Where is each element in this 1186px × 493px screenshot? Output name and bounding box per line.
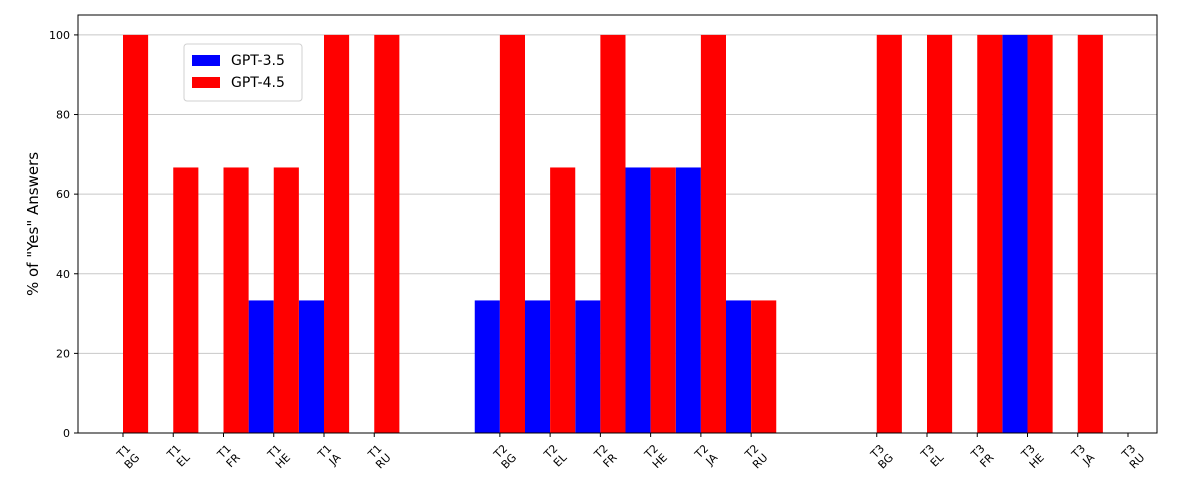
x-tick-label: T3FR: [968, 442, 997, 471]
y-tick-label: 100: [49, 29, 70, 42]
gpt45-bar: [977, 34, 1003, 434]
gpt45-bar: [324, 34, 350, 434]
x-axis: T1BG T1EL T1FR T1HE T1JA T1RU T2BG T2EL T2FR T2HE…: [113, 433, 1147, 472]
y-tick-label: 60: [56, 188, 70, 201]
gpt45-bar: [1027, 34, 1053, 434]
gpt35-bar: [298, 300, 324, 433]
y-tick-label: 0: [63, 427, 70, 440]
x-tick-label: T1BG: [113, 442, 142, 471]
x-tick-label: T1JA: [315, 442, 344, 471]
gpt45-bar: [374, 34, 400, 434]
gpt35-bar: [474, 300, 500, 433]
gpt45-bar: [927, 34, 953, 434]
gpt45-bar: [223, 167, 249, 434]
x-tick-label: T3JA: [1068, 442, 1097, 471]
gpt45-bar: [273, 167, 299, 434]
gpt45-bar: [123, 34, 149, 434]
legend-swatch: [192, 77, 220, 88]
gpt35-bar: [575, 300, 601, 433]
y-tick-label: 20: [56, 347, 70, 360]
y-tick-label: 80: [56, 109, 70, 122]
y-tick-label: 40: [56, 268, 70, 281]
x-tick-label: T3BG: [867, 442, 896, 471]
x-tick-label: T2RU: [741, 442, 770, 471]
gpt35-bar: [1002, 34, 1028, 434]
gpt45-bar: [499, 34, 525, 434]
x-tick-label: T2BG: [490, 442, 519, 471]
x-tick-label: T3EL: [918, 442, 947, 471]
x-tick-label: T2FR: [591, 442, 620, 471]
legend: GPT-3.5 GPT-4.5: [183, 43, 303, 102]
gpt45-bar: [700, 34, 726, 434]
gpt45-bar: [751, 300, 777, 433]
x-tick-label: T1FR: [214, 442, 243, 471]
gpt35-bar: [625, 167, 651, 434]
x-tick-label: T2EL: [541, 442, 570, 471]
legend-swatch: [192, 55, 220, 66]
x-tick-label: T2JA: [692, 442, 721, 471]
gpt35-bar: [525, 300, 551, 433]
x-tick-label: T2HE: [641, 442, 670, 471]
legend-label: GPT-4.5: [231, 75, 285, 91]
gpt45-bar: [550, 167, 576, 434]
x-tick-label: T3HE: [1018, 442, 1047, 471]
gpt45-bar: [1077, 34, 1103, 434]
gpt45-bar: [173, 167, 199, 434]
y-axis: 0 20 40 60 80 100: [49, 29, 78, 440]
x-tick-label: T1HE: [264, 442, 293, 471]
bars: [123, 34, 1103, 434]
gpt35-bar: [675, 167, 701, 434]
gpt45-bar: [600, 34, 626, 434]
legend-label: GPT-3.5: [231, 53, 285, 69]
gpt45-bar: [650, 167, 676, 434]
x-tick-label: T1RU: [364, 442, 393, 471]
plot-frame: [77, 14, 1158, 434]
y-axis-label: % of "Yes" Answers: [24, 152, 42, 296]
x-tick-label: T3RU: [1118, 442, 1147, 471]
x-tick-label: T1EL: [164, 442, 193, 471]
gpt45-bar: [876, 34, 902, 434]
gpt35-bar: [248, 300, 274, 433]
gpt35-bar: [726, 300, 752, 433]
